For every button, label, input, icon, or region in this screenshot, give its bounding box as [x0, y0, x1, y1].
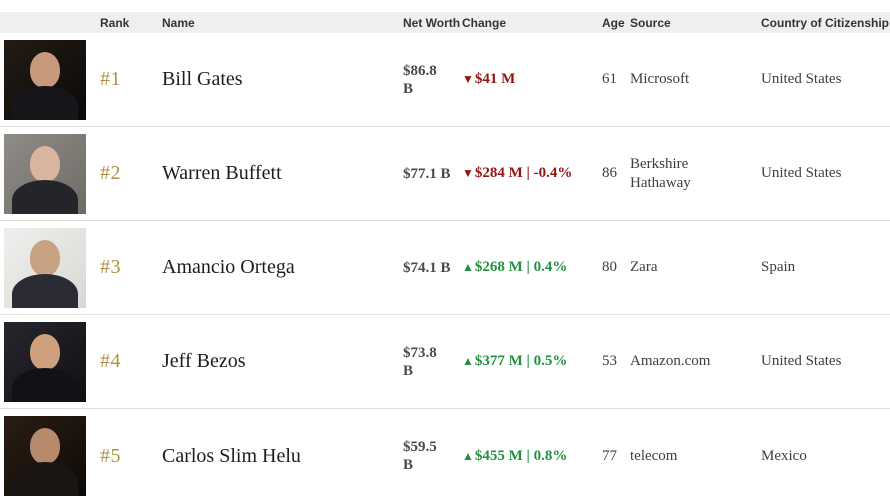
net-worth-cell: $74.1 B — [403, 259, 451, 276]
net-worth-cell: $86.8 B — [403, 62, 437, 97]
change-cell: ▲$268 M | 0.4% — [462, 260, 602, 275]
source-cell: Zara — [630, 259, 658, 276]
net-worth-cell: $73.8 B — [403, 344, 437, 379]
age-cell: 53 — [602, 353, 617, 370]
change-up-icon: ▲ — [462, 448, 474, 463]
table-header: Rank Name Net Worth Change Age Source Co… — [0, 12, 890, 33]
header-change[interactable]: Change — [462, 15, 507, 30]
change-up-icon: ▲ — [462, 354, 474, 368]
header-rank[interactable]: Rank — [100, 15, 130, 30]
rank-cell: #3 — [100, 256, 121, 278]
header-age[interactable]: Age — [602, 15, 625, 30]
name-link[interactable]: Jeff Bezos — [162, 350, 246, 372]
change-value: $41 M — [474, 71, 516, 87]
net-worth-cell: $77.1 B — [403, 165, 451, 182]
country-cell: United States — [761, 165, 842, 182]
header-name[interactable]: Name — [162, 15, 195, 30]
portrait-photo[interactable] — [4, 416, 86, 496]
name-link[interactable]: Carlos Slim Helu — [162, 444, 301, 467]
rank-cell: #5 — [100, 444, 121, 467]
country-cell: United States — [761, 353, 842, 370]
change-value: $455 M | 0.8% — [474, 447, 568, 464]
country-cell: United States — [761, 71, 842, 88]
change-cell: ▼$41 M — [462, 72, 602, 87]
table-row: #2 Warren Buffett $77.1 B ▼$284 M | -0.4… — [0, 127, 890, 221]
header-country[interactable]: Country of Citizenship — [761, 15, 889, 30]
age-cell: 86 — [602, 165, 617, 182]
header-source[interactable]: Source — [630, 15, 671, 30]
source-cell: Amazon.com — [630, 353, 711, 370]
change-cell: ▼$284 M | -0.4% — [462, 166, 602, 181]
portrait-photo[interactable] — [4, 227, 86, 308]
name-link[interactable]: Warren Buffett — [162, 162, 282, 184]
source-cell: Microsoft — [630, 71, 690, 88]
table-row: #1 Bill Gates $86.8 B ▼$41 M 61 Microsof… — [0, 33, 890, 127]
source-cell: telecom — [630, 447, 678, 464]
age-cell: 61 — [602, 71, 617, 88]
change-value: $284 M | -0.4% — [474, 165, 573, 181]
change-cell: ▲$455 M | 0.8% — [462, 447, 602, 464]
portrait-photo[interactable] — [4, 321, 86, 402]
change-value: $268 M | 0.4% — [474, 259, 568, 275]
age-cell: 80 — [602, 259, 617, 276]
age-cell: 77 — [602, 447, 617, 464]
country-cell: Spain — [761, 259, 796, 276]
name-link[interactable]: Amancio Ortega — [162, 256, 295, 278]
header-net-worth[interactable]: Net Worth — [403, 15, 461, 30]
rank-cell: #1 — [100, 68, 121, 90]
change-value: $377 M | 0.5% — [474, 353, 568, 369]
table-row: #4 Jeff Bezos $73.8 B ▲$377 M | 0.5% 53 … — [0, 315, 890, 409]
portrait-photo[interactable] — [4, 133, 86, 214]
country-cell: Mexico — [761, 447, 807, 464]
source-cell: Berkshire Hathaway — [630, 155, 691, 191]
rank-cell: #4 — [100, 350, 121, 372]
name-link[interactable]: Bill Gates — [162, 68, 243, 90]
net-worth-cell: $59.5 B — [403, 439, 437, 473]
portrait-photo[interactable] — [4, 39, 86, 120]
table-row: #3 Amancio Ortega $74.1 B ▲$268 M | 0.4%… — [0, 221, 890, 315]
table-row: #5 Carlos Slim Helu $59.5 B ▲$455 M | 0.… — [0, 409, 890, 503]
change-cell: ▲$377 M | 0.5% — [462, 354, 602, 369]
change-down-icon: ▼ — [462, 166, 474, 180]
change-down-icon: ▼ — [462, 72, 474, 86]
rank-cell: #2 — [100, 162, 121, 184]
change-up-icon: ▲ — [462, 260, 474, 274]
